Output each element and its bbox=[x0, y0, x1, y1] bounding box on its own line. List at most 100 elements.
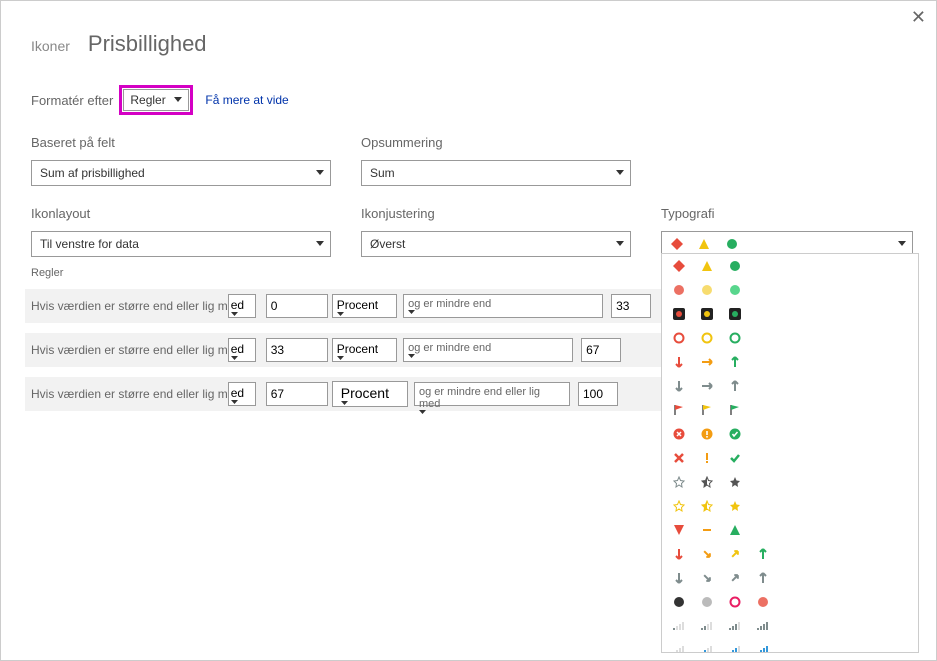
icon-glyph bbox=[728, 307, 742, 321]
icon-glyph bbox=[672, 523, 686, 537]
icon-glyph bbox=[672, 427, 686, 441]
rule-op-select[interactable]: ed bbox=[228, 338, 256, 362]
close-icon[interactable]: ✕ bbox=[911, 7, 926, 28]
icon-set-option[interactable] bbox=[662, 494, 918, 518]
rule-max-input[interactable] bbox=[578, 382, 618, 406]
icon-glyph bbox=[728, 283, 742, 297]
icon-glyph bbox=[700, 427, 714, 441]
caret-icon bbox=[616, 170, 624, 176]
format-select[interactable]: Regler bbox=[123, 89, 189, 111]
caret-icon bbox=[408, 310, 584, 315]
rule-cond-select[interactable]: og er mindre end bbox=[403, 338, 573, 362]
summary-select-value: Sum bbox=[370, 166, 395, 180]
icon-glyph bbox=[672, 451, 686, 465]
icon-glyph bbox=[672, 499, 686, 513]
rule-min-input[interactable] bbox=[266, 294, 328, 318]
icon-set-option[interactable] bbox=[662, 374, 918, 398]
icon-glyph bbox=[700, 475, 714, 489]
circle-icon bbox=[725, 237, 739, 251]
icon-set-option[interactable] bbox=[662, 590, 918, 614]
rule-cond-select[interactable]: og er mindre end eller lig med bbox=[414, 382, 570, 406]
icon-glyph bbox=[700, 547, 714, 561]
caret-icon bbox=[419, 410, 551, 415]
icon-glyph bbox=[700, 355, 714, 369]
icon-glyph bbox=[672, 571, 686, 585]
icon-glyph bbox=[728, 571, 742, 585]
rule-min-input[interactable] bbox=[266, 338, 328, 362]
rule-cond-select[interactable]: og er mindre end bbox=[403, 294, 603, 318]
icon-set-option[interactable] bbox=[662, 470, 918, 494]
icon-set-option[interactable] bbox=[662, 350, 918, 374]
icon-glyph bbox=[728, 643, 742, 653]
rule-prefix: Hvis værdien er større end eller lig m bbox=[31, 299, 228, 313]
rule-min-input[interactable] bbox=[266, 382, 328, 406]
icon-glyph bbox=[756, 643, 770, 653]
icon-glyph bbox=[700, 379, 714, 393]
rule-unit-select[interactable]: Procent bbox=[332, 338, 397, 362]
icon-glyph bbox=[728, 523, 742, 537]
icon-glyph bbox=[728, 403, 742, 417]
icon-set-option[interactable] bbox=[662, 326, 918, 350]
rule-op-select[interactable]: ed bbox=[228, 382, 256, 406]
icon-glyph bbox=[672, 307, 686, 321]
layout-align-typo-row: Ikonlayout Til venstre for data Ikonjust… bbox=[1, 206, 936, 257]
icon-set-option[interactable] bbox=[662, 278, 918, 302]
icon-glyph bbox=[756, 571, 770, 585]
format-row: Formatér efter Regler Få mere at vide bbox=[1, 85, 936, 115]
icon-glyph bbox=[728, 595, 742, 609]
typography-dropdown[interactable] bbox=[661, 253, 919, 653]
icon-glyph bbox=[672, 475, 686, 489]
caret-icon bbox=[337, 312, 378, 317]
icon-glyph bbox=[700, 331, 714, 345]
icon-glyph bbox=[700, 451, 714, 465]
caret-icon bbox=[231, 400, 241, 405]
summary-select[interactable]: Sum bbox=[361, 160, 631, 186]
icon-glyph bbox=[700, 595, 714, 609]
icon-glyph bbox=[728, 475, 742, 489]
rule-unit-select[interactable]: Procent bbox=[332, 381, 408, 407]
icon-glyph bbox=[672, 331, 686, 345]
icon-glyph bbox=[672, 283, 686, 297]
icon-set-option[interactable] bbox=[662, 542, 918, 566]
icon-set-option[interactable] bbox=[662, 302, 918, 326]
typography-label: Typografi bbox=[661, 206, 921, 221]
icon-glyph bbox=[728, 619, 742, 633]
icon-glyph bbox=[728, 331, 742, 345]
icon-set-option[interactable] bbox=[662, 638, 918, 653]
rule-op-select[interactable]: ed bbox=[228, 294, 256, 318]
icon-set-option[interactable] bbox=[662, 566, 918, 590]
icon-set-option[interactable] bbox=[662, 422, 918, 446]
field-select[interactable]: Sum af prisbillighed bbox=[31, 160, 331, 186]
layout-select[interactable]: Til venstre for data bbox=[31, 231, 331, 257]
icon-glyph bbox=[700, 307, 714, 321]
rule-max-input[interactable] bbox=[611, 294, 651, 318]
caret-icon bbox=[341, 401, 389, 406]
icon-glyph bbox=[728, 355, 742, 369]
icon-glyph bbox=[672, 595, 686, 609]
icon-set-option[interactable] bbox=[662, 446, 918, 470]
icon-glyph bbox=[728, 547, 742, 561]
rule-unit-select[interactable]: Procent bbox=[332, 294, 397, 318]
header-context: Ikoner bbox=[31, 38, 70, 54]
icon-glyph bbox=[728, 379, 742, 393]
icon-set-option[interactable] bbox=[662, 614, 918, 638]
caret-icon bbox=[616, 241, 624, 247]
format-select-value: Regler bbox=[130, 93, 165, 107]
icon-glyph bbox=[756, 547, 770, 561]
icon-set-option[interactable] bbox=[662, 398, 918, 422]
learn-more-link[interactable]: Få mere at vide bbox=[205, 93, 288, 107]
rule-max-input[interactable] bbox=[581, 338, 621, 362]
dialog-header: Ikoner Prisbillighed bbox=[1, 1, 936, 57]
align-select[interactable]: Øverst bbox=[361, 231, 631, 257]
icon-glyph bbox=[672, 403, 686, 417]
icon-glyph bbox=[756, 619, 770, 633]
icon-glyph bbox=[672, 643, 686, 653]
icon-glyph bbox=[672, 547, 686, 561]
diamond-icon bbox=[670, 237, 684, 251]
icon-set-option[interactable] bbox=[662, 254, 918, 278]
icon-glyph bbox=[700, 283, 714, 297]
field-select-value: Sum af prisbillighed bbox=[40, 166, 145, 180]
format-label: Formatér efter bbox=[31, 93, 113, 108]
caret-icon bbox=[898, 241, 906, 247]
icon-set-option[interactable] bbox=[662, 518, 918, 542]
